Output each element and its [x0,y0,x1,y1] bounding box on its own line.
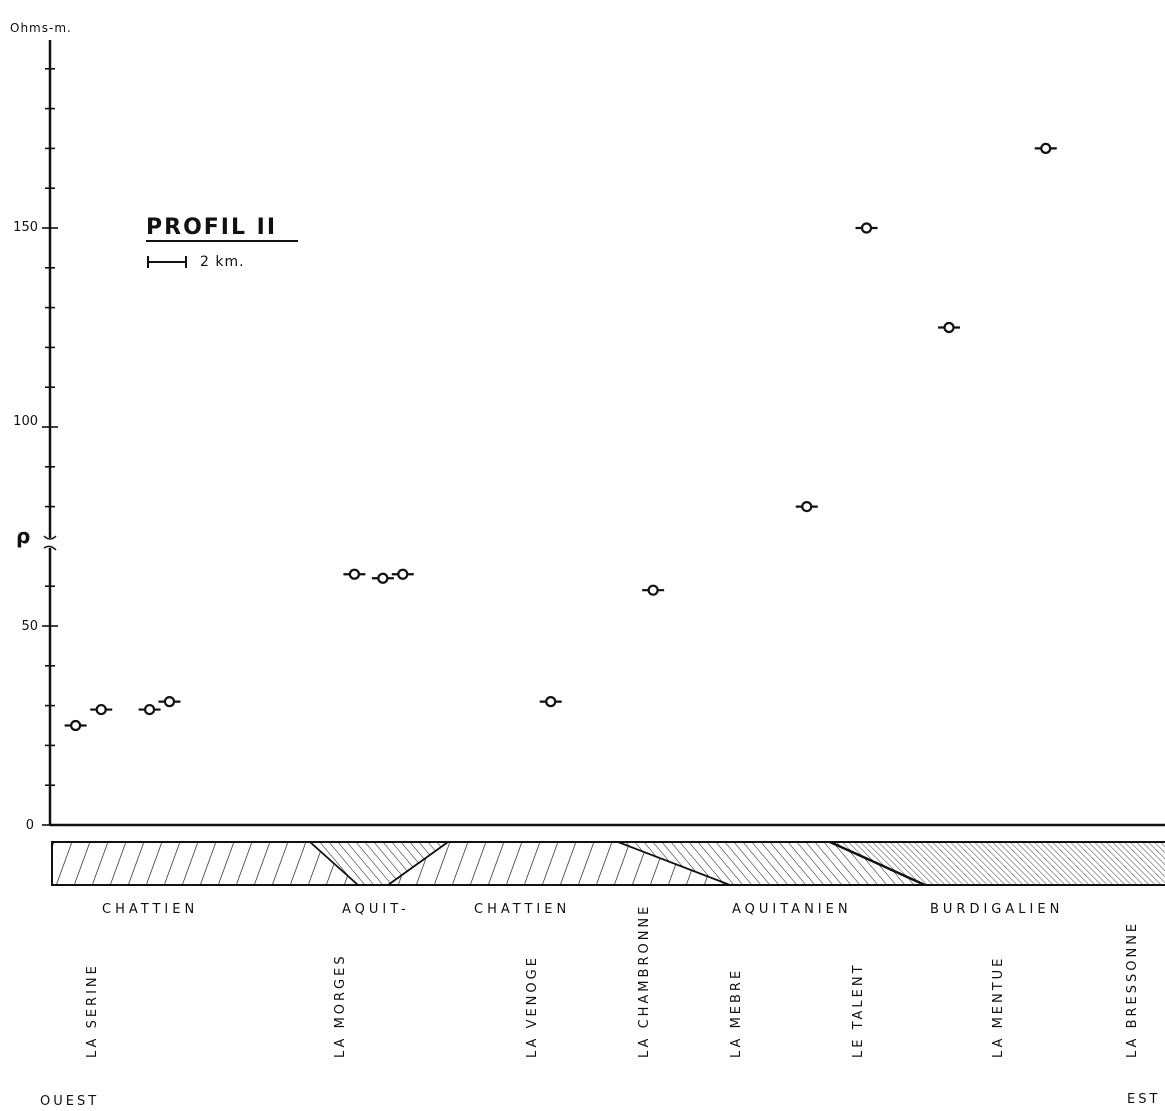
y-axis-break [43,535,57,551]
data-point [642,584,665,596]
stratigraphy-label-aquitanien: AQUITANIEN [732,902,852,917]
data-point-marker [545,696,557,708]
data-point [938,321,961,334]
data-point-marker [647,584,659,596]
scale-label: 2 km. [200,254,245,270]
stratigraphy-label-aquit: AQUIT- [342,902,410,917]
stratigraphy-label-burdigalien: BURDIGALIEN [930,902,1063,917]
data-point [539,696,562,708]
river-label-bressonne: LA BRESSONNE [1125,921,1140,1058]
y-axis-unit: Ohms-m. [10,21,72,35]
stratigraphy-label-chattien-2: CHATTIEN [474,902,570,917]
y-tick-label-50: 50 [21,619,38,634]
y-tick-label-100: 100 [13,414,38,429]
data-point-marker [377,572,389,584]
data-point-marker [397,568,409,580]
data-point [855,222,878,234]
data-point-marker [860,222,873,234]
direction-east: EST [1127,1092,1160,1107]
y-axis-symbol: ρ [16,524,30,548]
data-point-marker [1040,142,1052,154]
data-point-marker [70,719,82,732]
geologic-section [51,840,1165,887]
data-point [391,568,414,580]
data-point [343,568,366,580]
river-label-mentue: LA MENTUE [991,956,1006,1058]
data-point [138,703,161,716]
y-axis-ticks [42,68,58,826]
data-points [64,142,1057,732]
river-label-talent: LE TALENT [851,962,866,1058]
data-point-marker [163,696,176,708]
river-label-morges: LA MORGES [333,953,348,1058]
data-point-marker [801,501,813,513]
y-tick-label-0: 0 [26,818,34,833]
data-point [795,501,818,513]
data-point-marker [348,568,361,580]
river-label-chambronne: LA CHAMBRONNE [637,904,652,1058]
data-point [64,719,87,732]
river-label-venoge: LA VENOGE [525,955,540,1058]
y-tick-label-150: 150 [13,220,38,235]
data-point-marker [95,703,107,716]
data-point [1034,142,1057,154]
river-label-mebre: LA MEBRE [729,968,744,1058]
river-label-serine: LA SERINE [85,963,100,1058]
stratigraphy-label-chattien-1: CHATTIEN [102,902,198,917]
chart-title: PROFIL II [146,215,277,240]
data-point [371,572,394,584]
data-point-marker [143,703,156,716]
data-point-marker [943,321,955,334]
scale-bar [147,256,187,268]
data-point [158,696,181,708]
direction-west: OUEST [40,1094,99,1109]
data-point [90,703,113,716]
